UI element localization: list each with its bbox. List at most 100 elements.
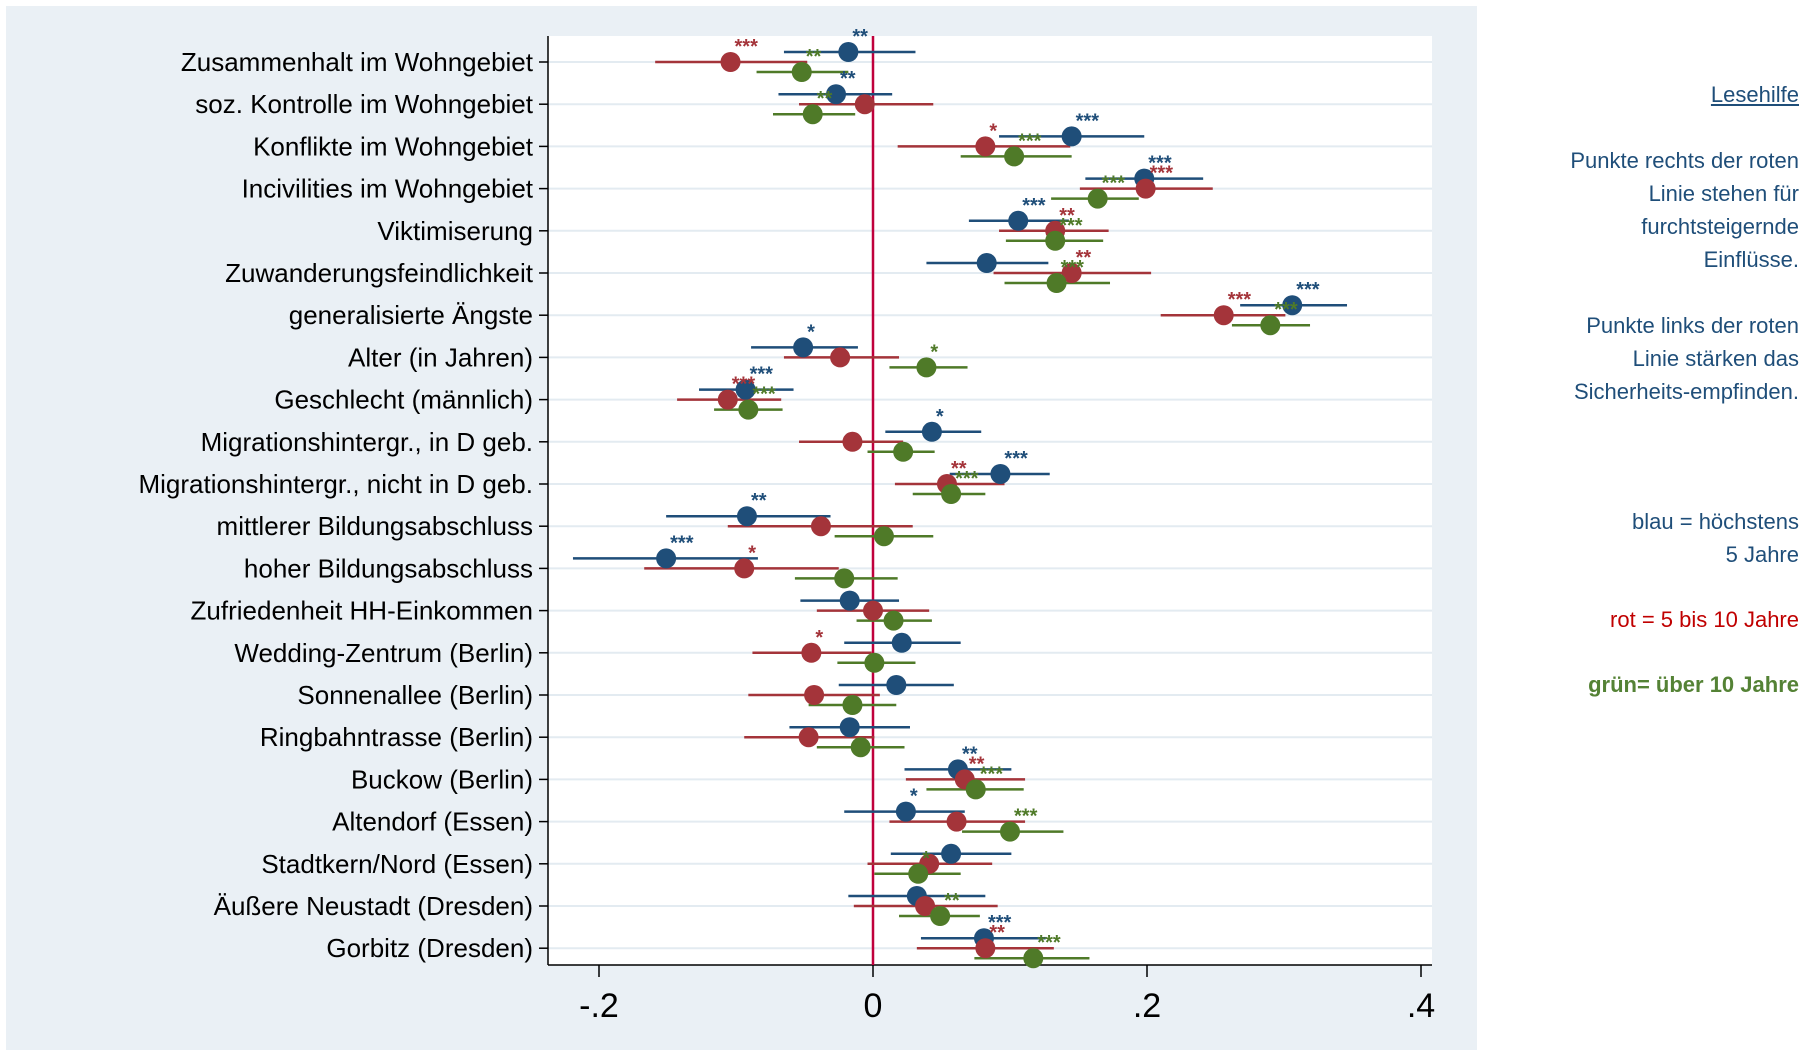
point-red <box>975 938 996 959</box>
y-tick-label: Äußere Neustadt (Dresden) <box>214 891 533 921</box>
help-line: Sicherheits-empfinden. <box>1573 379 1799 404</box>
point-blue <box>921 421 942 442</box>
significance-stars-green: ** <box>944 890 960 912</box>
point-green <box>1000 821 1020 842</box>
y-tick-label: Zuwanderungsfeindlichkeit <box>225 258 534 288</box>
significance-stars-red: *** <box>1150 163 1174 185</box>
point-blue <box>891 632 912 653</box>
significance-stars-red: ** <box>951 458 967 480</box>
point-red <box>734 558 755 579</box>
point-green <box>965 779 986 800</box>
legend-blue-entry: 5 Jahre <box>1725 542 1799 567</box>
y-tick-label: Altendorf (Essen) <box>332 807 533 837</box>
point-green <box>908 863 929 884</box>
significance-stars-blue: *** <box>1296 279 1320 301</box>
x-tick-label: -.2 <box>579 987 619 1025</box>
y-tick-label: Gorbitz (Dresden) <box>326 933 533 963</box>
point-blue <box>838 42 859 62</box>
point-blue <box>941 843 962 864</box>
point-green <box>1045 230 1066 251</box>
point-red <box>810 516 831 537</box>
significance-stars-green: *** <box>1018 130 1042 152</box>
point-green <box>864 652 885 673</box>
significance-stars-red: ** <box>969 753 985 775</box>
significance-stars-blue: ** <box>751 490 767 512</box>
significance-stars-green: * <box>922 848 930 870</box>
y-tick-label: soz. Kontrolle im Wohngebiet <box>195 89 533 119</box>
significance-stars-red: ** <box>989 922 1005 944</box>
help-line: Punkte links der roten <box>1586 313 1799 338</box>
significance-stars-red: ** <box>1059 205 1075 227</box>
significance-stars-blue: *** <box>750 364 774 386</box>
significance-stars-blue: ** <box>962 743 978 765</box>
point-blue <box>826 84 847 105</box>
point-blue <box>1008 210 1029 231</box>
point-green <box>883 610 904 631</box>
point-red <box>946 811 967 832</box>
point-blue <box>1061 126 1082 147</box>
point-blue <box>735 379 756 400</box>
point-red <box>804 685 825 705</box>
point-green <box>802 104 823 125</box>
point-red <box>863 600 883 621</box>
point-green <box>791 62 812 82</box>
point-red <box>717 389 738 410</box>
help-line: Linie stehen für <box>1648 181 1799 206</box>
legend-title: Lesehilfe <box>1710 82 1799 107</box>
point-green <box>893 441 914 462</box>
point-red <box>1061 263 1082 283</box>
significance-stars-green: *** <box>1059 215 1083 237</box>
significance-stars-blue: *** <box>1148 153 1172 175</box>
significance-stars-green: *** <box>1014 806 1038 828</box>
significance-stars-red: * <box>748 542 756 564</box>
significance-stars-blue: *** <box>988 912 1012 934</box>
y-tick-label: Konflikte im Wohngebiet <box>253 131 534 161</box>
y-tick-label: Buckow (Berlin) <box>351 764 533 794</box>
point-red <box>801 642 822 663</box>
y-tick-label: Zusammenhalt im Wohngebiet <box>181 47 534 77</box>
significance-stars-green: *** <box>752 384 776 406</box>
significance-stars-blue: *** <box>1004 448 1028 470</box>
plot-area <box>548 36 1432 965</box>
point-green <box>941 484 962 504</box>
point-green <box>873 526 894 547</box>
point-blue <box>976 253 997 273</box>
significance-stars-blue: * <box>807 321 815 343</box>
y-tick-label: hoher Bildungsabschluss <box>244 553 533 583</box>
significance-stars-blue: ** <box>840 68 856 90</box>
point-green <box>1260 315 1281 336</box>
significance-stars-green: *** <box>1274 299 1298 321</box>
significance-stars-green: *** <box>1061 257 1085 279</box>
point-green <box>1046 273 1067 293</box>
y-tick-label: generalisierte Ängste <box>289 300 533 330</box>
point-blue <box>895 801 916 822</box>
significance-stars-green: * <box>930 341 938 363</box>
significance-stars-red: *** <box>735 36 759 58</box>
point-blue <box>793 337 814 358</box>
y-tick-label: Zufriedenheit HH-Einkommen <box>191 596 533 626</box>
point-blue <box>886 675 907 695</box>
significance-stars-blue: ** <box>852 26 868 48</box>
significance-stars-green: ** <box>817 88 833 110</box>
significance-stars-blue: *** <box>1076 110 1100 132</box>
y-tick-label: Geschlecht (männlich) <box>274 385 533 415</box>
point-red <box>842 431 863 452</box>
y-tick-label: Alter (in Jahren) <box>348 342 533 372</box>
significance-stars-green: *** <box>1037 932 1061 954</box>
y-tick-label: Stadtkern/Nord (Essen) <box>261 849 533 879</box>
x-tick-label: .2 <box>1133 987 1161 1025</box>
point-red <box>798 727 819 748</box>
y-tick-label: mittlerer Bildungsabschluss <box>217 511 533 541</box>
significance-stars-red: *** <box>732 374 756 396</box>
significance-stars-red: ** <box>1076 247 1092 269</box>
legend-red-entry: rot = 5 bis 10 Jahre <box>1610 607 1799 632</box>
point-green <box>1004 146 1025 167</box>
point-green <box>916 357 937 378</box>
y-tick-label: Viktimiserung <box>377 216 533 246</box>
significance-stars-green: ** <box>806 46 822 68</box>
legend-blue-entry: blau = höchstens <box>1632 509 1799 534</box>
significance-stars-red: * <box>815 627 823 649</box>
point-green <box>850 737 871 758</box>
y-tick-label: Sonnenallee (Berlin) <box>297 680 533 710</box>
point-green <box>738 399 759 420</box>
